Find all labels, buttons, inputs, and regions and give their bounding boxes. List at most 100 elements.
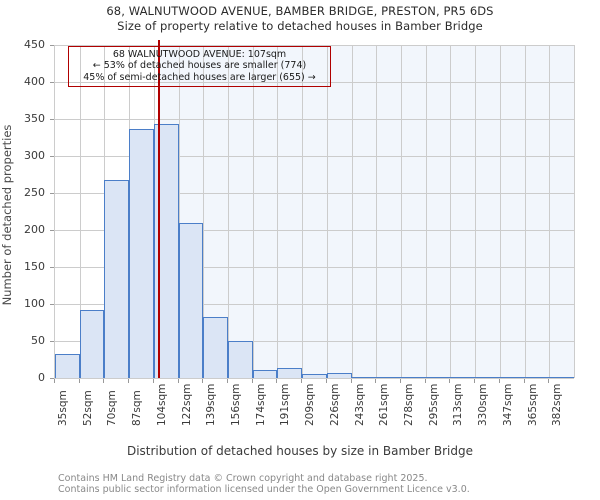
y-tick-label: 450 <box>24 38 45 51</box>
y-tick-label: 350 <box>24 112 45 125</box>
histogram-bar <box>326 372 352 378</box>
histogram-bar <box>401 377 426 378</box>
gridline-horizontal <box>55 230 574 231</box>
x-tick-mark <box>54 379 55 383</box>
y-tick-label: 300 <box>24 149 45 162</box>
y-tick-mark <box>50 82 54 83</box>
gridline-horizontal <box>55 156 574 157</box>
x-tick-mark <box>79 379 80 383</box>
gridline-vertical <box>500 45 501 378</box>
x-tick-mark <box>202 379 203 383</box>
histogram-bar <box>228 341 253 378</box>
gridline-vertical <box>574 45 575 378</box>
page-title: 68, WALNUTWOOD AVENUE, BAMBER BRIDGE, PR… <box>106 4 494 18</box>
histogram-bar <box>252 369 278 378</box>
x-tick-mark <box>252 379 253 383</box>
y-axis-title-holder: Number of detached properties <box>0 0 18 430</box>
histogram-bar <box>55 353 80 378</box>
y-tick-mark <box>50 304 54 305</box>
y-tick-mark <box>50 378 54 379</box>
gridline-horizontal <box>55 119 574 120</box>
y-tick-label: 200 <box>24 223 45 236</box>
histogram-bar <box>104 180 130 378</box>
gridline-vertical <box>80 45 81 378</box>
y-tick-label: 50 <box>31 334 45 347</box>
gridline-vertical <box>426 45 427 378</box>
gridline-vertical <box>525 45 526 378</box>
x-tick-mark <box>425 379 426 383</box>
histogram-bar <box>425 377 451 378</box>
x-tick-label: 347sqm <box>501 383 514 426</box>
x-tick-label: 278sqm <box>403 383 415 426</box>
x-tick-mark <box>276 379 277 383</box>
x-tick-label: 330sqm <box>477 383 490 426</box>
y-tick-label: 400 <box>24 75 45 88</box>
x-tick-label: 382sqm <box>551 383 564 426</box>
gridline-horizontal <box>55 82 574 83</box>
gridline-vertical <box>302 45 303 378</box>
x-tick-label: 156sqm <box>230 383 242 426</box>
x-tick-label: 52sqm <box>81 390 94 426</box>
histogram-bar <box>475 377 500 378</box>
gridline-vertical <box>228 45 229 378</box>
x-tick-mark <box>449 379 450 383</box>
y-tick-label: 100 <box>24 297 45 310</box>
x-tick-mark <box>178 379 179 383</box>
y-tick-mark <box>50 267 54 268</box>
x-tick-label: 243sqm <box>353 383 366 426</box>
property-marker-line <box>157 40 160 378</box>
x-tick-label: 87sqm <box>131 390 144 426</box>
gridline-horizontal <box>55 341 574 342</box>
histogram-bar <box>351 377 377 378</box>
gridline-vertical <box>450 45 451 378</box>
histogram-bar <box>549 377 574 378</box>
chart-subtitle: Size of property relative to detached ho… <box>117 19 483 33</box>
gridline-vertical <box>376 45 377 378</box>
x-tick-label: 226sqm <box>328 383 341 426</box>
histogram-bar <box>450 377 476 378</box>
x-tick-mark <box>499 379 500 383</box>
y-tick-mark <box>50 230 54 231</box>
x-tick-mark <box>548 379 549 383</box>
x-tick-label: 313sqm <box>452 383 465 426</box>
x-tick-mark <box>474 379 475 383</box>
x-tick-mark <box>227 379 228 383</box>
histogram-bar <box>129 128 154 378</box>
y-tick-mark <box>50 341 54 342</box>
x-axis-title: Distribution of detached houses by size … <box>126 444 474 458</box>
x-tick-label: 139sqm <box>205 383 218 426</box>
x-tick-label: 35sqm <box>57 390 69 426</box>
x-tick-label: 104sqm <box>155 383 168 426</box>
annotation-line-2: ← 53% of detached houses are smaller (77… <box>92 60 307 72</box>
x-tick-mark <box>153 379 154 383</box>
gridline-horizontal <box>55 304 574 305</box>
y-tick-mark <box>50 156 54 157</box>
gridline-vertical <box>352 45 353 378</box>
x-tick-label: 209sqm <box>304 383 317 426</box>
histogram-bar <box>203 316 228 378</box>
x-tick-mark <box>128 379 129 383</box>
x-tick-mark <box>326 379 327 383</box>
x-tick-label: 174sqm <box>254 383 267 426</box>
y-tick-label: 150 <box>24 260 45 273</box>
x-tick-mark <box>103 379 104 383</box>
gridline-vertical <box>253 45 254 378</box>
gridline-vertical <box>475 45 476 378</box>
y-tick-mark <box>50 193 54 194</box>
gridline-vertical <box>179 45 180 378</box>
annotation-line-1: 68 WALNUTWOOD AVENUE: 107sqm <box>112 49 287 60</box>
gridline-vertical <box>401 45 402 378</box>
x-tick-label: 70sqm <box>106 390 119 426</box>
attribution-footer: Contains HM Land Registry data © Crown c… <box>58 473 470 495</box>
x-tick-mark <box>351 379 352 383</box>
x-tick-label: 191sqm <box>279 383 292 426</box>
plot-area <box>54 40 575 379</box>
x-tick-label: 365sqm <box>526 383 539 426</box>
gridline-vertical <box>327 45 328 378</box>
y-tick-label: 0 <box>38 371 45 384</box>
histogram-bar <box>178 222 204 378</box>
gridline-vertical <box>549 45 550 378</box>
histogram-bar <box>79 309 105 378</box>
histogram-bar <box>277 368 303 378</box>
